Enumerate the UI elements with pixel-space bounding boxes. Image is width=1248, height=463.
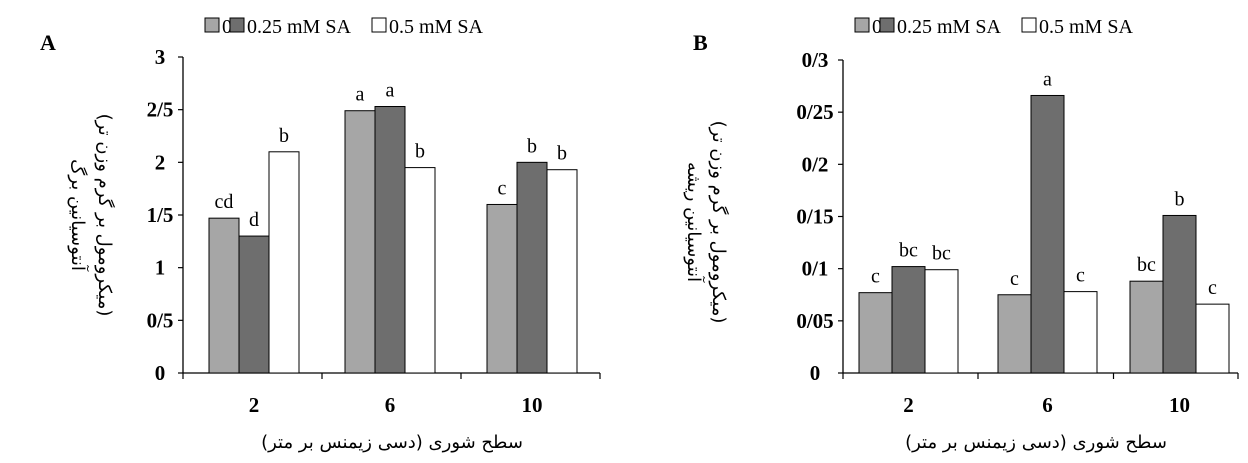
- panel-b-bar: [1129, 280, 1164, 374]
- panel-b-letter: B: [693, 30, 708, 55]
- panel-b-y-tick-label: 0/3: [802, 48, 829, 72]
- panel-a-legend-label: 0.25 mM SA: [247, 16, 351, 38]
- panel-a-bar: [374, 106, 406, 374]
- panel-b-legend-swatch: [854, 17, 870, 33]
- panel-a-y-tick-label: 1: [155, 256, 166, 280]
- panel-a-y-tick-label: 2: [155, 150, 166, 174]
- panel-a-bar-label: b: [279, 125, 289, 147]
- panel-b-bar-label: bc: [1137, 254, 1156, 276]
- panel-a-bar-label: b: [557, 143, 567, 165]
- panel-b-y-axis-title-line2: (میکرومول بر گرم وزن تر): [708, 121, 730, 324]
- panel-a-letter: A: [40, 30, 56, 55]
- panel-a-bar: [344, 110, 376, 374]
- panel-a-legend-swatch: [371, 17, 387, 33]
- panel-a-bar: [486, 203, 518, 374]
- panel-a-y-tick-label: 2/5: [147, 98, 174, 122]
- panel-b-bar-label: c: [871, 266, 880, 288]
- panel-a-x-tick-label: 6: [385, 393, 396, 417]
- panel-b-bar: [1162, 214, 1197, 374]
- panel-a-x-axis-title: سطح شوری (دسی زیمنس بر متر): [261, 432, 523, 453]
- panel-b-bar: [858, 292, 893, 374]
- panel-a-x-tick-label: 2: [249, 393, 260, 417]
- panel-b-y-tick-label: 0/25: [796, 100, 833, 124]
- panel-b-bar-label: b: [1175, 188, 1185, 210]
- panel-b-y-tick-label: 0/1: [802, 257, 829, 281]
- panel-b-bar-label: bc: [899, 240, 918, 262]
- panel-b-legend-label: 0: [872, 16, 882, 38]
- panel-a-legend-label: 0: [222, 16, 232, 38]
- panel-b-legend-label: 0.5 mM SA: [1039, 16, 1133, 38]
- panel-b-bar: [1195, 303, 1230, 374]
- panel-a-bar: [404, 167, 436, 374]
- panel-a-bar-label: c: [498, 177, 507, 199]
- panel-a-y-tick-label: 1/5: [147, 203, 174, 227]
- panel-b-y-tick-label: 0/15: [796, 205, 833, 229]
- panel-b-bar-label: c: [1010, 268, 1019, 290]
- panel-b-legend-swatch: [879, 17, 895, 33]
- panel-a-y-tick-label: 3: [155, 45, 166, 69]
- panel-b-legend-swatch: [1021, 17, 1037, 33]
- panel-b-x-tick-label: 2: [903, 393, 914, 417]
- panel-b-bar-label: bc: [932, 243, 951, 265]
- panel-a-legend-swatch: [229, 17, 245, 33]
- panel-a-y-tick-label: 0: [155, 361, 166, 385]
- panel-a-bar-label: a: [356, 84, 365, 106]
- panel-a-bar: [268, 151, 300, 374]
- panel-a-y-axis-title-line2: (میکرومول بر گرم وزن تر): [94, 114, 116, 317]
- panel-a-bar: [208, 217, 240, 374]
- panel-b-bar-label: c: [1208, 277, 1217, 299]
- panel-b-bar: [1063, 291, 1098, 374]
- panel-a-bar-label: d: [249, 209, 259, 231]
- panel-b-x-tick-label: 6: [1042, 393, 1053, 417]
- panel-a-bar: [546, 169, 578, 374]
- panel-a-bar: [516, 161, 548, 374]
- panel-b-x-axis-title: سطح شوری (دسی زیمنس بر متر): [905, 432, 1167, 453]
- panel-a-legend-swatch: [204, 17, 220, 33]
- panel-a-bar-label: b: [527, 135, 537, 157]
- panel-b-bar: [1030, 94, 1065, 374]
- panel-b-x-tick-label: 10: [1169, 393, 1190, 417]
- panel-b-y-tick-label: 0: [810, 361, 821, 385]
- panel-a-bar-label: b: [415, 141, 425, 163]
- panel-b-y-axis-title-line1: آنتوسیانین ریشه: [683, 162, 706, 283]
- panel-a-y-axis-title-line1: آنتوسیانین برگ: [67, 159, 90, 272]
- panel-a-bar: [238, 235, 270, 374]
- panel-b-bar-label: c: [1076, 265, 1085, 287]
- panel-b-legend-label: 0.25 mM SA: [897, 16, 1001, 38]
- panel-b-bar: [924, 269, 959, 374]
- panel-b-y-tick-label: 0/2: [802, 152, 829, 176]
- panel-b-bar: [997, 294, 1032, 374]
- panel-a-legend-label: 0.5 mM SA: [389, 16, 483, 38]
- panel-a-bar-label: cd: [215, 191, 234, 213]
- panel-a-x-tick-label: 10: [522, 393, 543, 417]
- panel-a-bar-label: a: [386, 80, 395, 102]
- panel-b-y-tick-label: 0/05: [796, 309, 833, 333]
- panel-b-bar: [891, 266, 926, 374]
- panel-b-bar-label: a: [1043, 68, 1052, 90]
- panel-a-y-tick-label: 0/5: [147, 308, 174, 332]
